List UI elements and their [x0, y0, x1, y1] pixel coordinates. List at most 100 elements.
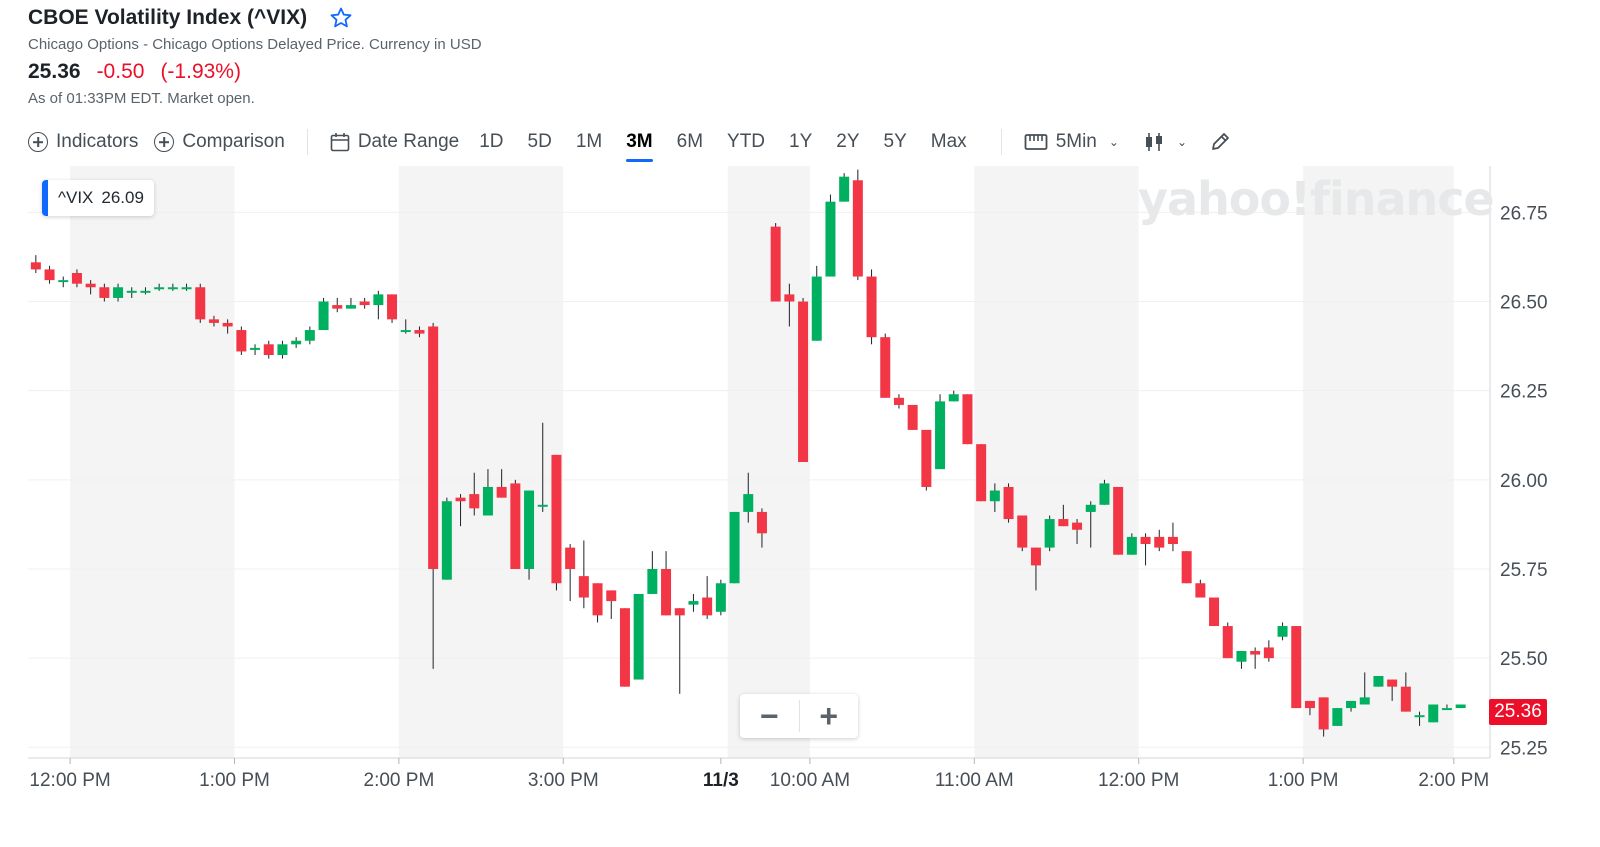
- candle: [1455, 704, 1466, 709]
- candle: [1332, 708, 1343, 726]
- zoom-divider: [798, 700, 800, 732]
- candle-body: [1428, 704, 1439, 723]
- candle-body: [565, 547, 576, 569]
- candle-body: [58, 280, 69, 283]
- candle: [606, 590, 617, 619]
- interval-dropdown[interactable]: 5Min ⌄: [1024, 131, 1119, 153]
- candle-body: [428, 326, 439, 569]
- candle-body: [1250, 651, 1261, 655]
- range-max[interactable]: Max: [930, 131, 967, 152]
- candle-body: [113, 287, 124, 298]
- indicators-button[interactable]: Indicators: [28, 131, 138, 153]
- candle: [44, 265, 55, 284]
- chart-type-dropdown[interactable]: ⌄: [1143, 131, 1187, 153]
- candle-body: [373, 294, 384, 306]
- candle-body: [345, 305, 356, 309]
- candle: [250, 344, 261, 356]
- x-tick-label: 1:00 PM: [1268, 770, 1339, 791]
- candle: [263, 340, 274, 359]
- candle: [222, 319, 233, 334]
- range-ytd[interactable]: YTD: [727, 131, 766, 152]
- candle: [825, 194, 836, 277]
- candle-body: [387, 294, 398, 320]
- tag-symbol: ^VIX: [58, 188, 94, 207]
- candle-body: [647, 568, 658, 594]
- range-6m[interactable]: 6M: [676, 131, 704, 152]
- candle: [195, 283, 206, 323]
- candle: [332, 297, 343, 313]
- candlestick-icon: [1145, 133, 1162, 151]
- candle: [1414, 711, 1425, 726]
- candle-body: [1318, 697, 1329, 730]
- candle: [291, 337, 302, 348]
- star-icon[interactable]: [329, 6, 353, 30]
- chart-toolbar: Indicators Comparison Date Range 1D 5D 1…: [28, 126, 1231, 162]
- series-color-bar: [42, 180, 48, 216]
- candle: [578, 540, 589, 609]
- candle: [1113, 486, 1124, 555]
- candle: [277, 340, 288, 359]
- candle-body: [482, 486, 493, 516]
- candle-body: [1236, 651, 1247, 662]
- candle-body: [99, 287, 110, 298]
- page-title: CBOE Volatility Index (^VIX): [28, 6, 308, 29]
- range-3m[interactable]: 3M: [626, 131, 654, 162]
- date-range-button[interactable]: Date Range: [330, 131, 459, 153]
- candle: [839, 173, 850, 202]
- candle: [1359, 672, 1370, 705]
- current-price: 25.36: [28, 60, 81, 83]
- candle-body: [976, 444, 987, 502]
- candle: [989, 483, 1000, 512]
- range-1d[interactable]: 1D: [479, 131, 504, 152]
- range-5d[interactable]: 5D: [527, 131, 552, 152]
- candle: [592, 583, 603, 623]
- candle-body: [756, 511, 767, 534]
- y-tick-label: 26.00: [1500, 471, 1548, 492]
- candle-body: [304, 330, 315, 341]
- candle-body: [1400, 686, 1411, 712]
- range-1y[interactable]: 1Y: [789, 131, 813, 152]
- candle: [373, 290, 384, 320]
- candle-body: [1346, 700, 1357, 709]
- candle: [58, 276, 69, 288]
- candle: [510, 479, 521, 569]
- candle: [1085, 501, 1096, 548]
- candle-body: [1181, 551, 1192, 584]
- candle: [126, 287, 137, 298]
- candle-body: [715, 583, 726, 612]
- candle: [85, 280, 96, 295]
- candle: [798, 297, 809, 462]
- calendar-icon: [330, 133, 350, 152]
- price-tag: ^VIX 26.09: [42, 180, 154, 216]
- candle: [1072, 519, 1083, 545]
- session-band: [727, 166, 810, 758]
- comparison-button[interactable]: Comparison: [154, 131, 285, 153]
- zoom-out-button[interactable]: −: [759, 697, 779, 734]
- candle-body: [592, 583, 603, 616]
- candle-body: [1003, 486, 1014, 520]
- candle: [674, 608, 685, 694]
- candle-body: [1414, 715, 1425, 718]
- candle: [496, 469, 507, 498]
- candle: [935, 394, 946, 470]
- session-band: [1303, 166, 1454, 758]
- market-status: As of 01:33PM EDT. Market open.: [28, 90, 255, 107]
- range-5y[interactable]: 5Y: [883, 131, 907, 152]
- zoom-in-button[interactable]: +: [819, 697, 839, 734]
- candle-body: [811, 276, 822, 341]
- candle-body: [770, 226, 781, 302]
- candle: [469, 472, 480, 516]
- candle: [236, 326, 247, 356]
- draw-button[interactable]: [1209, 131, 1231, 153]
- candle-body: [400, 330, 411, 333]
- candle: [1346, 700, 1357, 712]
- candle: [661, 551, 672, 616]
- range-2y[interactable]: 2Y: [836, 131, 860, 152]
- candle: [524, 490, 535, 580]
- range-1m[interactable]: 1M: [575, 131, 603, 152]
- candle: [1154, 529, 1165, 552]
- candle-body: [195, 287, 206, 320]
- candle: [1058, 504, 1069, 527]
- tag-value: 26.09: [101, 188, 144, 207]
- candlestick-chart[interactable]: 25.25 25.50 25.75 26.00 26.25 26.50 26.75 12:0…: [0, 160, 1600, 840]
